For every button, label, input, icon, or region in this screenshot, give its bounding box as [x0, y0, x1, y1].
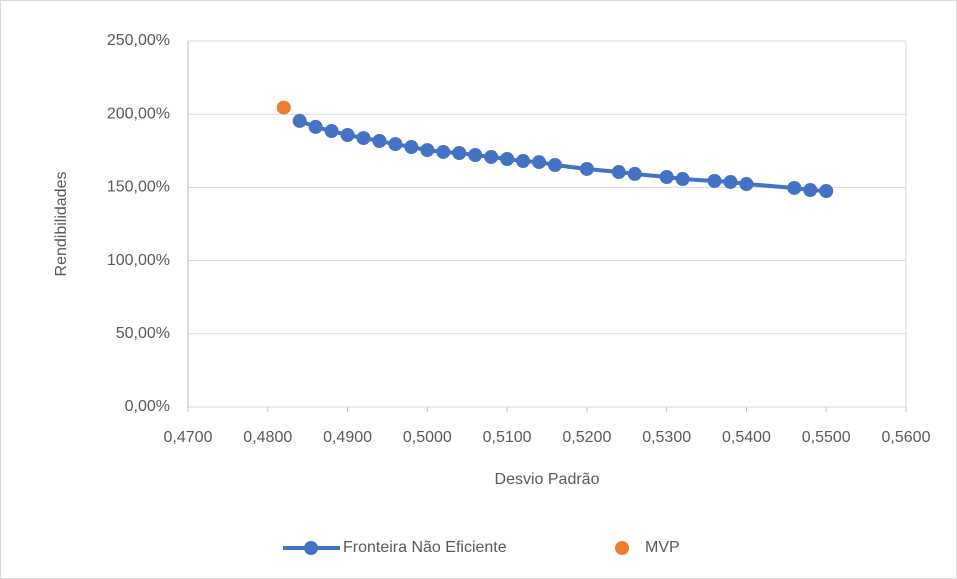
x-tick-label: 0,5600: [882, 429, 931, 446]
legend-label: MVP: [645, 539, 680, 556]
point: [707, 173, 722, 188]
point: [420, 143, 435, 158]
y-axis-title: Rendibilidades: [53, 172, 70, 277]
x-tick-label: 0,4900: [323, 429, 372, 446]
point: [276, 100, 291, 115]
x-tick-label: 0,4700: [164, 429, 213, 446]
point: [659, 170, 674, 185]
point: [723, 174, 738, 189]
point: [532, 155, 547, 170]
legend-marker: [304, 541, 318, 555]
point: [292, 113, 307, 128]
point: [340, 127, 355, 142]
x-tick-label: 0,5400: [722, 429, 771, 446]
y-tick-label: 250,00%: [107, 32, 170, 49]
point: [547, 158, 562, 173]
x-tick-label: 0,5000: [403, 429, 452, 446]
y-tick-label: 0,00%: [125, 398, 170, 415]
x-tick-label: 0,5300: [642, 429, 691, 446]
y-tick-label: 150,00%: [107, 179, 170, 196]
point: [611, 165, 626, 180]
point: [819, 184, 834, 199]
point: [404, 139, 419, 154]
x-tick-label: 0,4800: [243, 429, 292, 446]
point: [787, 180, 802, 195]
x-tick-label: 0,5500: [802, 429, 851, 446]
x-tick-label: 0,5100: [483, 429, 532, 446]
point: [308, 119, 323, 134]
point: [516, 154, 531, 169]
legend-label: Fronteira Não Eficiente: [343, 539, 507, 556]
legend-marker: [615, 541, 629, 555]
x-axis-title: Desvio Padrão: [495, 471, 600, 488]
series-line: [298, 119, 827, 194]
point: [484, 149, 499, 164]
point: [579, 161, 594, 176]
point: [324, 124, 339, 139]
point: [500, 151, 515, 166]
point: [356, 131, 371, 146]
point: [803, 183, 818, 198]
y-tick-label: 50,00%: [116, 325, 170, 342]
y-tick-label: 100,00%: [107, 252, 170, 269]
point: [436, 144, 451, 159]
point: [372, 133, 387, 148]
x-tick-label: 0,5200: [562, 429, 611, 446]
point: [452, 145, 467, 160]
point: [675, 172, 690, 187]
point: [468, 148, 483, 163]
y-tick-label: 200,00%: [107, 105, 170, 122]
point: [388, 137, 403, 152]
point: [627, 166, 642, 181]
point: [739, 177, 754, 192]
